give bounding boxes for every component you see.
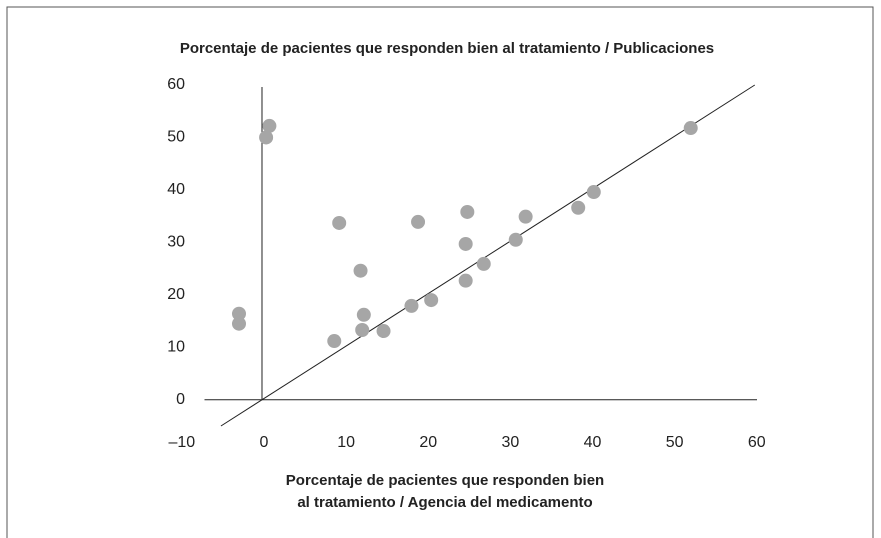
y-tick-label: 10 [167,339,185,356]
y-tick-label: 40 [167,181,185,198]
scatter-point [571,200,586,215]
scatter-point [460,204,475,219]
scatter-point [458,236,473,251]
frame [6,6,874,538]
scatter-point [411,214,426,229]
scatter-point [404,298,419,313]
scatter-point [262,118,277,133]
scatter-point [586,185,601,200]
scatter-point [683,121,698,136]
x-tick-label: –10 [169,434,196,451]
x-tick-label: 20 [419,434,437,451]
scatter-point [327,334,342,349]
x-axis-label: Porcentaje de pacientes que responden bi… [286,472,604,489]
scatter-point [259,130,274,145]
y-tick-label: 60 [167,76,185,93]
scatter-point [353,263,368,278]
y-tick-label: 30 [167,234,185,251]
scatter-point [231,316,246,331]
scatter-point [508,232,523,247]
x-tick-label: 10 [337,434,355,451]
chart-title: Porcentaje de pacientes que responden bi… [180,40,714,57]
scatter-point [231,306,246,321]
x-tick-label: 40 [584,434,602,451]
x-tick-label: 60 [748,434,766,451]
scatter-point [518,209,533,224]
y-tick-label: 0 [176,391,185,408]
x-axis-label: al tratamiento / Agencia del medicamento [297,494,592,511]
scatter-point [356,307,371,322]
x-tick-label: 30 [501,434,519,451]
y-tick-label: 20 [167,286,185,303]
scatter-point [424,293,439,308]
scatter-point [355,322,370,337]
scatter-point [476,256,491,271]
x-tick-label: 50 [666,434,684,451]
reference-line [220,84,756,427]
scatter-point [332,215,347,230]
y-tick-label: 50 [167,129,185,146]
x-tick-label: 0 [260,434,269,451]
scatter-point [376,324,391,339]
scatter-point [458,273,473,288]
